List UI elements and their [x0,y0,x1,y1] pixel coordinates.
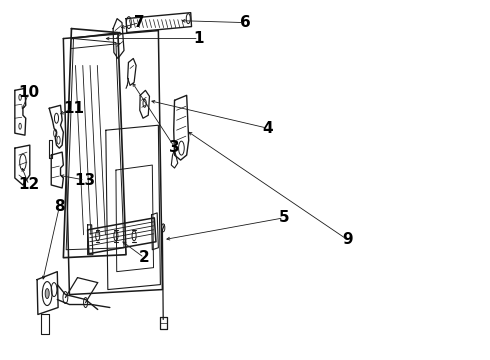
Text: 7: 7 [134,15,145,30]
Text: 9: 9 [342,232,353,247]
Text: 2: 2 [139,250,149,265]
Text: 11: 11 [63,101,84,116]
Text: 13: 13 [74,172,96,188]
Text: 3: 3 [169,140,180,155]
Text: 4: 4 [262,121,273,136]
Text: 10: 10 [19,85,40,100]
Text: 12: 12 [18,177,40,193]
Text: 5: 5 [278,210,289,225]
Circle shape [45,289,49,298]
Text: 1: 1 [194,31,204,46]
Text: 8: 8 [54,199,65,215]
Text: 6: 6 [240,15,251,30]
